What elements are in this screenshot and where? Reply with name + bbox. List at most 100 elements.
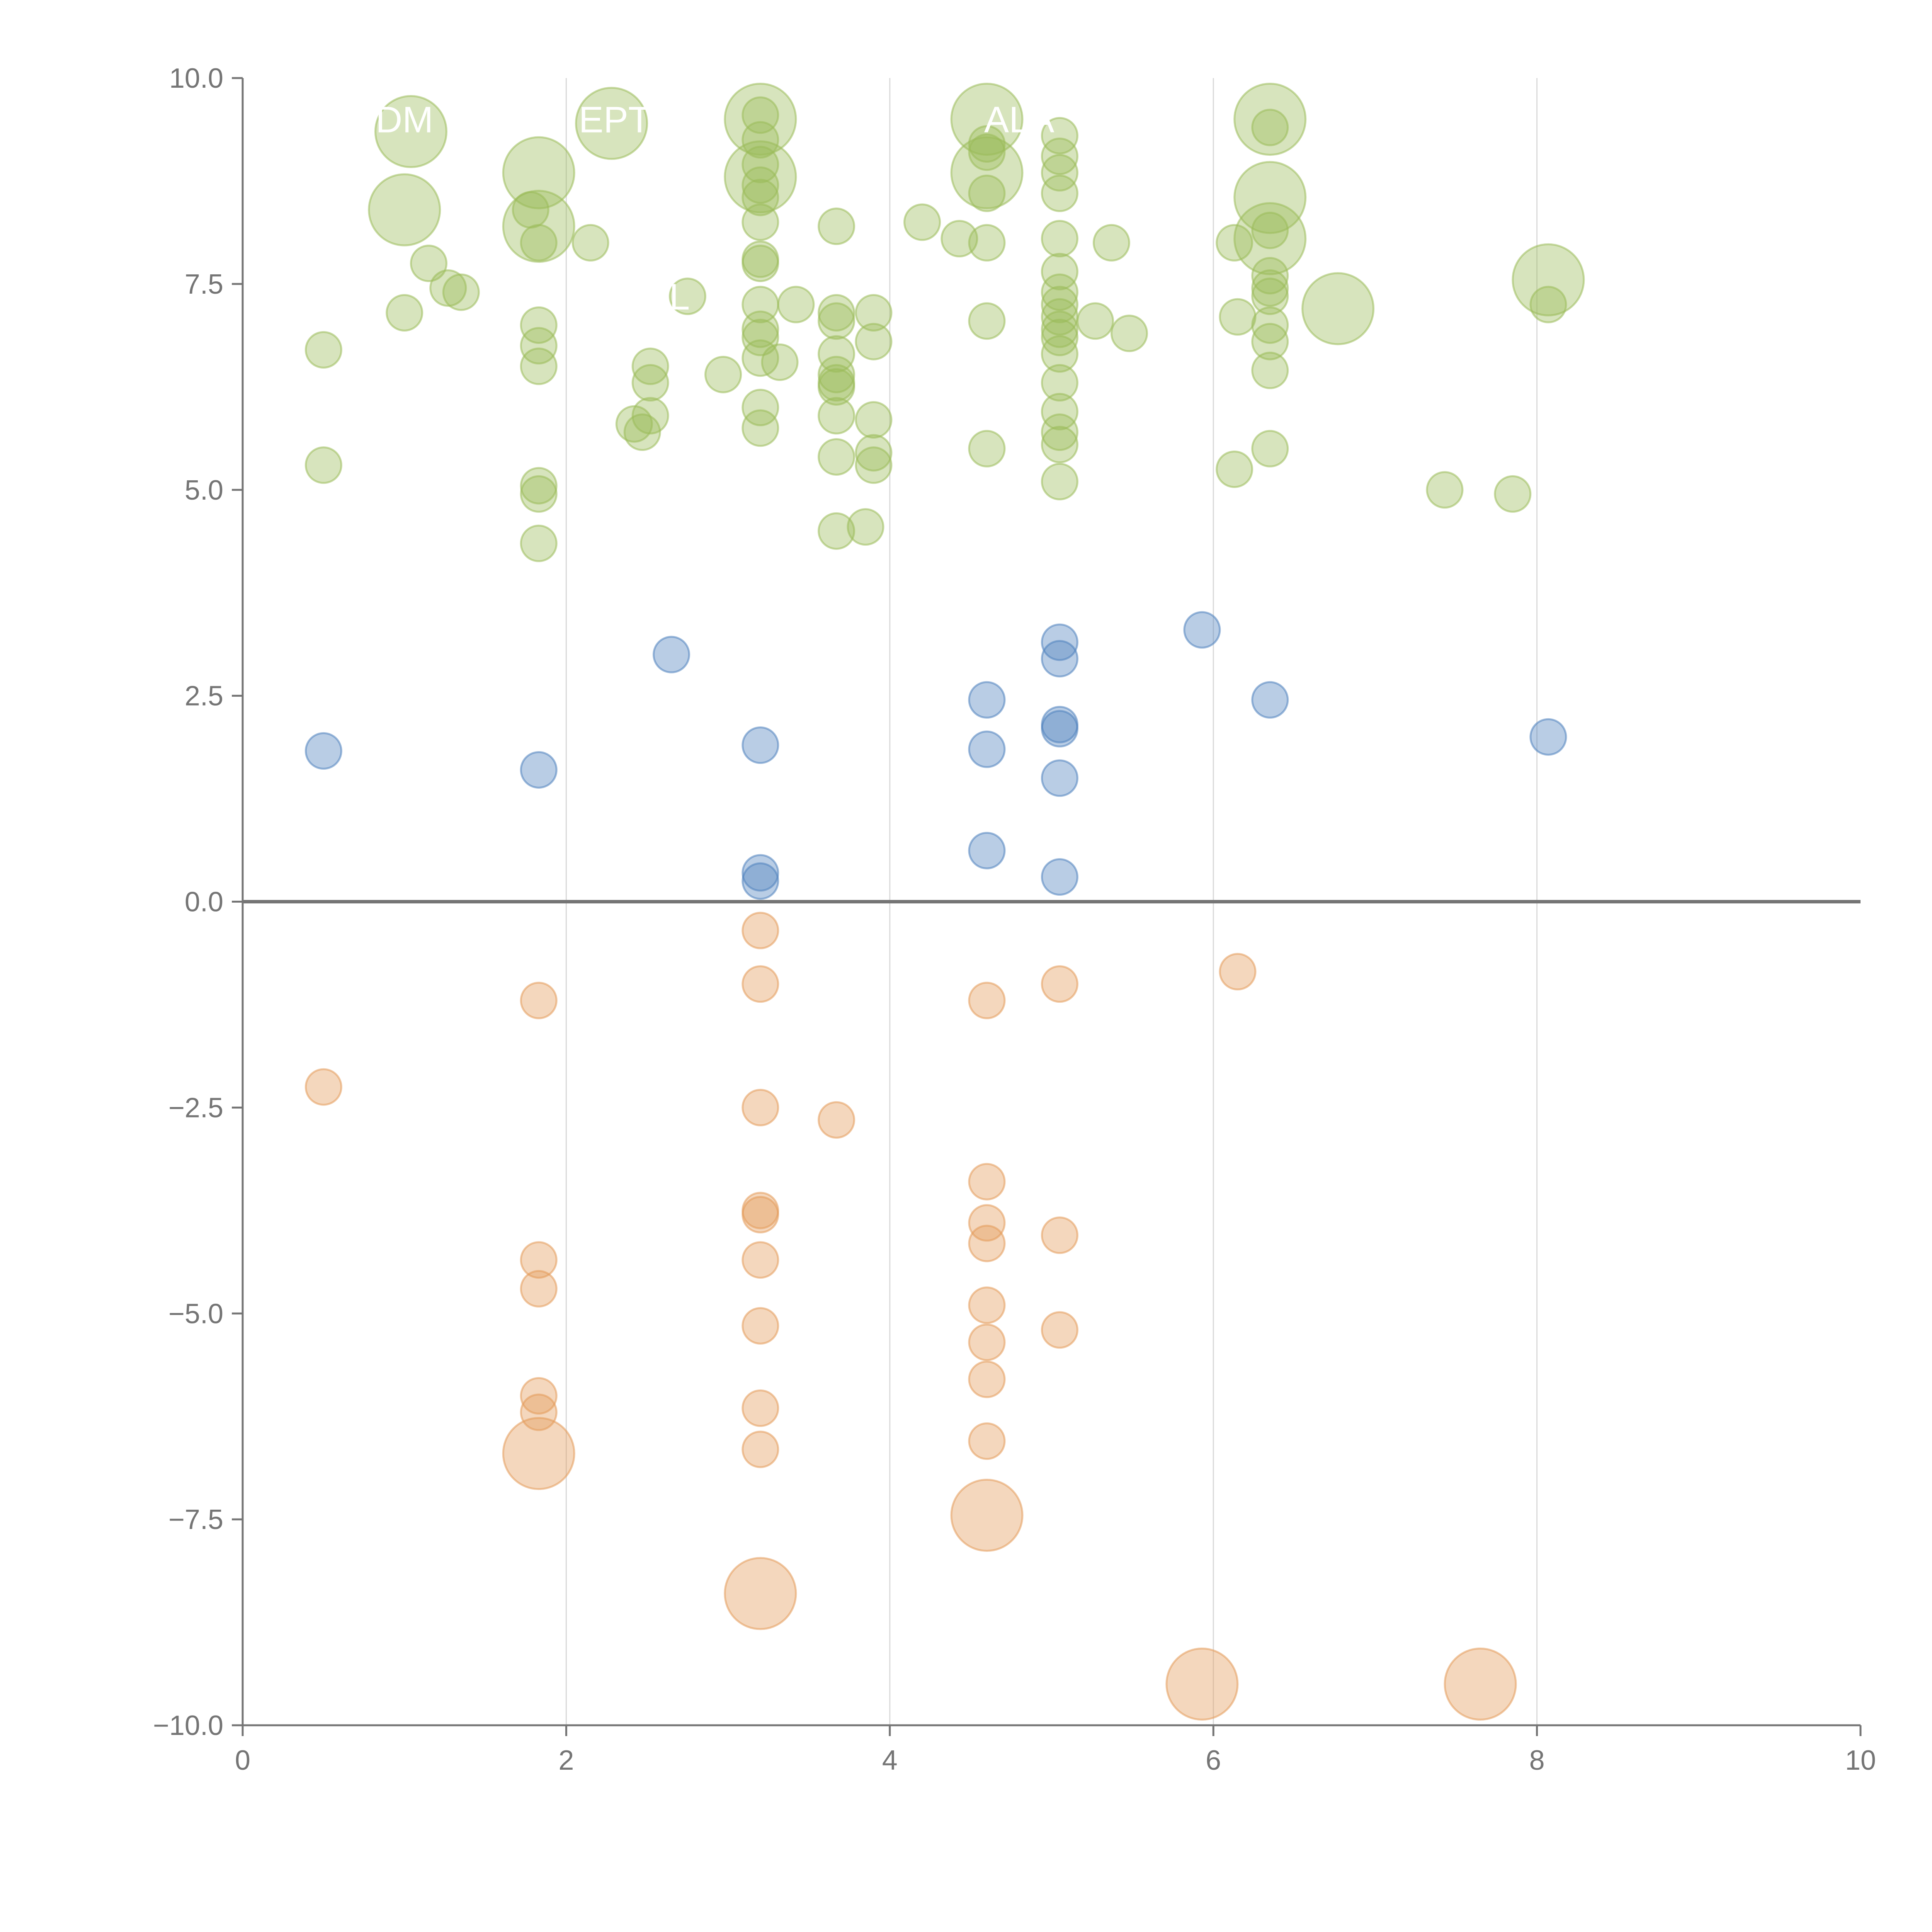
green-bubble [1092, 224, 1130, 262]
blue-bubble [1251, 681, 1289, 719]
orange-bubble [968, 981, 1006, 1019]
blue-bubble [742, 726, 779, 764]
green-bubble [742, 310, 779, 348]
green-bubble [1041, 154, 1078, 192]
orange-bubble [742, 1430, 779, 1468]
orange-bubble [1041, 1216, 1078, 1254]
green-bubble [520, 524, 558, 562]
green-bubble [410, 245, 448, 282]
green-bubble [1251, 277, 1289, 315]
green-bubble [742, 339, 779, 377]
green-bubble [940, 220, 978, 258]
green-bubble [1512, 243, 1585, 316]
green-bubble [818, 512, 855, 550]
callout-label: DM [376, 99, 433, 141]
green-bubble [818, 397, 855, 435]
blue-bubble [1041, 710, 1078, 748]
callout-label: EPT [579, 99, 651, 141]
green-bubble [777, 286, 815, 323]
orange-bubble [724, 1557, 797, 1630]
orange-bubble [1219, 953, 1257, 991]
orange-bubble [968, 1163, 1006, 1201]
green-bubble [1041, 463, 1078, 500]
green-bubble [855, 446, 893, 484]
orange-bubble [818, 1101, 855, 1139]
green-bubble [304, 446, 342, 484]
green-bubble [968, 133, 1006, 171]
orange-bubble [968, 1225, 1006, 1262]
blue-bubble [968, 730, 1006, 768]
green-bubble [575, 87, 648, 160]
green-bubble [1233, 202, 1307, 276]
green-bubble [855, 434, 893, 472]
green-bubble [818, 355, 855, 393]
blue-bubble [1041, 759, 1078, 797]
green-bubble [818, 368, 855, 406]
green-bubble [818, 207, 855, 245]
green-bubble [761, 343, 799, 381]
green-bubble [968, 224, 1006, 262]
callout-label: L [669, 276, 690, 318]
green-bubble [818, 438, 855, 476]
green-bubble [1041, 117, 1078, 155]
x-tick-label: 2 [558, 1745, 574, 1776]
blue-bubble [520, 751, 558, 789]
blue-bubble [968, 681, 1006, 719]
callout-label: ALA [984, 99, 1054, 141]
orange-bubble [742, 1088, 779, 1126]
orange-bubble [968, 1422, 1006, 1460]
orange-bubble [520, 981, 558, 1019]
orange-bubble [742, 1389, 779, 1427]
x-tick-label: 0 [235, 1745, 250, 1776]
orange-bubble [520, 1377, 558, 1415]
green-bubble [1251, 269, 1289, 307]
green-bubble [1251, 323, 1289, 361]
green-bubble [1077, 302, 1114, 340]
green-bubble [1251, 211, 1289, 249]
green-bubble [742, 389, 779, 427]
blue-bubble [1041, 858, 1078, 896]
green-bubble [968, 302, 1006, 340]
green-bubble [1110, 315, 1148, 352]
green-bubble [855, 323, 893, 361]
green-bubble [1041, 253, 1078, 291]
green-bubble [1233, 83, 1307, 156]
x-tick-label: 6 [1206, 1745, 1221, 1776]
green-bubble [742, 203, 779, 241]
green-bubble [631, 397, 669, 435]
blue-bubble [742, 854, 779, 892]
green-bubble [1216, 224, 1253, 262]
orange-bubble [968, 1323, 1006, 1361]
orange-bubble [968, 1286, 1006, 1324]
green-bubble [1426, 471, 1464, 509]
green-bubble [704, 355, 742, 393]
blue-bubble [1041, 640, 1078, 678]
green-bubble [968, 125, 1006, 163]
green-bubble [1251, 352, 1289, 389]
green-bubble [818, 302, 855, 340]
orange-bubble [968, 1361, 1006, 1398]
green-bubble [429, 269, 467, 307]
green-bubble [742, 409, 779, 447]
y-tick-label: −7.5 [168, 1504, 223, 1535]
orange-bubble [1041, 965, 1078, 1003]
green-bubble [368, 173, 441, 247]
green-bubble [818, 335, 855, 373]
green-bubble [1251, 430, 1289, 468]
orange-bubble [1165, 1647, 1239, 1721]
green-bubble [520, 224, 558, 262]
orange-bubble [742, 1307, 779, 1345]
y-tick-label: 10.0 [169, 63, 223, 94]
green-bubble [950, 83, 1024, 156]
green-bubble [304, 331, 342, 369]
green-bubble [1494, 475, 1532, 513]
orange-bubble [520, 1393, 558, 1431]
blue-bubble [1041, 623, 1078, 661]
green-bubble [968, 430, 1006, 468]
orange-bubble [520, 1270, 558, 1308]
green-bubble [1041, 413, 1078, 451]
green-bubble [742, 318, 779, 356]
green-bubble [1529, 286, 1567, 323]
green-bubble [855, 294, 893, 332]
